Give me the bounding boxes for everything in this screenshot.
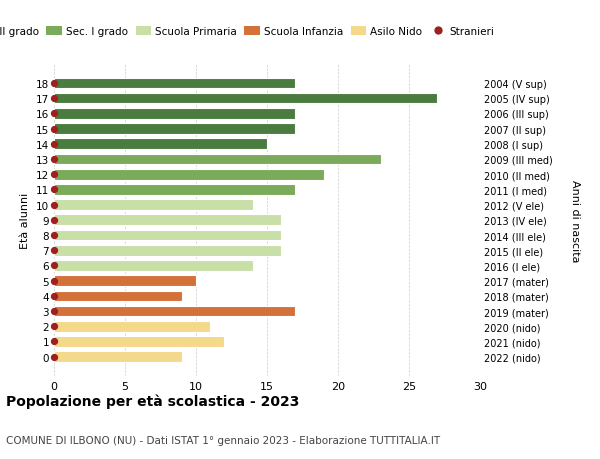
Bar (54, 169, 324, 180)
Point (49, 277, 59, 285)
Bar (54, 154, 380, 165)
Bar (54, 230, 281, 241)
Point (49, 171, 59, 179)
Y-axis label: Età alunni: Età alunni (20, 192, 31, 248)
Bar (54, 352, 182, 362)
Point (49, 80, 59, 87)
Bar (54, 291, 182, 302)
Bar (54, 200, 253, 211)
Point (49, 95, 59, 103)
Point (49, 156, 59, 163)
Bar (54, 78, 295, 89)
Bar (54, 94, 437, 104)
Text: Popolazione per età scolastica - 2023: Popolazione per età scolastica - 2023 (6, 394, 299, 409)
Bar (54, 215, 281, 226)
Point (49, 262, 59, 269)
Bar (54, 276, 196, 286)
Bar (54, 336, 224, 347)
Point (49, 338, 59, 345)
Point (49, 323, 59, 330)
Bar (54, 109, 295, 119)
Point (49, 141, 59, 148)
Y-axis label: Anni di nascita: Anni di nascita (569, 179, 580, 262)
Bar (54, 306, 295, 317)
Point (49, 111, 59, 118)
Bar (54, 139, 267, 150)
Point (49, 202, 59, 209)
Point (49, 292, 59, 300)
Point (49, 186, 59, 194)
Bar (54, 261, 253, 271)
Point (49, 247, 59, 254)
Bar (54, 185, 295, 195)
Point (49, 232, 59, 239)
Point (49, 308, 59, 315)
Point (49, 126, 59, 133)
Text: COMUNE DI ILBONO (NU) - Dati ISTAT 1° gennaio 2023 - Elaborazione TUTTITALIA.IT: COMUNE DI ILBONO (NU) - Dati ISTAT 1° ge… (6, 435, 440, 445)
Point (49, 353, 59, 361)
Bar (54, 246, 281, 256)
Bar (54, 124, 295, 134)
Legend: Sec. II grado, Sec. I grado, Scuola Primaria, Scuola Infanzia, Asilo Nido, Stran: Sec. II grado, Sec. I grado, Scuola Prim… (0, 22, 499, 41)
Bar (54, 321, 210, 332)
Point (49, 217, 59, 224)
